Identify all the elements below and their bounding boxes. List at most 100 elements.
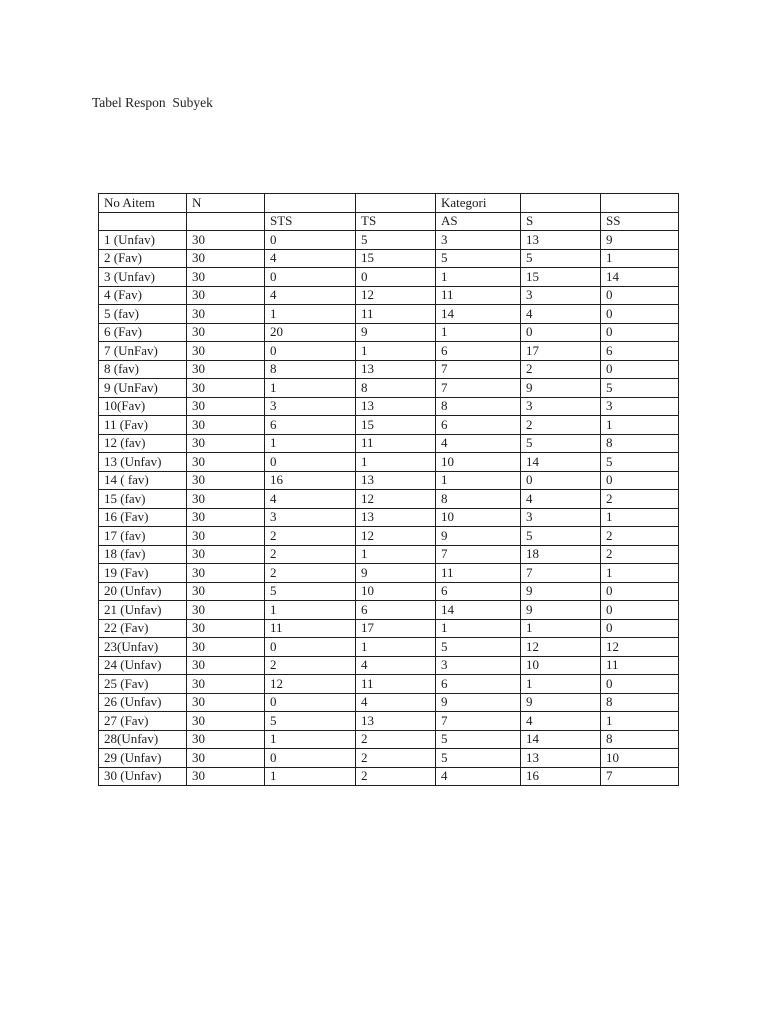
value-cell: 12 <box>520 637 601 657</box>
value-cell: 8 <box>435 396 521 416</box>
value-cell: 16 <box>520 766 601 786</box>
value-cell: 12 <box>264 674 356 694</box>
value-cell: 1 <box>264 433 356 453</box>
header-ss: SS <box>600 211 679 231</box>
value-cell: 2 <box>264 655 356 675</box>
value-cell: 16 <box>264 470 356 490</box>
value-cell: 12 <box>355 489 436 509</box>
value-cell: 0 <box>264 341 356 361</box>
value-cell: 4 <box>435 766 521 786</box>
table-body: 1 (Unfav) 30 0 5 3 13 9 2 (Fav) 30 4 15 5 5 1 3 (Unfav… <box>98 230 679 786</box>
value-cell: 30 <box>186 729 265 749</box>
value-cell: 3 <box>520 507 601 527</box>
value-cell: 4 <box>355 655 436 675</box>
value-cell: 14 <box>435 304 521 324</box>
value-cell: 4 <box>264 248 356 268</box>
item-label-cell: 15 (fav) <box>98 489 187 509</box>
item-label-cell: 22 (Fav) <box>98 618 187 638</box>
value-cell: 30 <box>186 285 265 305</box>
value-cell: 13 <box>520 230 601 250</box>
value-cell: 30 <box>186 600 265 620</box>
value-cell: 0 <box>600 322 679 342</box>
value-cell: 9 <box>435 526 521 546</box>
item-label-cell: 8 (fav) <box>98 359 187 379</box>
value-cell: 30 <box>186 248 265 268</box>
table-row: 11 (Fav) 30 6 15 6 2 1 <box>98 415 679 435</box>
table-row: 30 (Unfav) 30 1 2 4 16 7 <box>98 766 679 786</box>
header-empty-cell <box>355 193 436 213</box>
header-sts: STS <box>264 211 356 231</box>
value-cell: 30 <box>186 359 265 379</box>
value-cell: 9 <box>355 322 436 342</box>
value-cell: 5 <box>520 526 601 546</box>
value-cell: 9 <box>520 692 601 712</box>
header-kategori: Kategori <box>435 193 521 213</box>
value-cell: 30 <box>186 711 265 731</box>
value-cell: 1 <box>264 304 356 324</box>
value-cell: 2 <box>520 359 601 379</box>
value-cell: 14 <box>435 600 521 620</box>
table-row: 12 (fav) 30 1 11 4 5 8 <box>98 433 679 453</box>
value-cell: 3 <box>520 396 601 416</box>
item-label-cell: 25 (Fav) <box>98 674 187 694</box>
value-cell: 30 <box>186 230 265 250</box>
table-row: 19 (Fav) 30 2 9 11 7 1 <box>98 563 679 583</box>
value-cell: 7 <box>435 378 521 398</box>
value-cell: 13 <box>355 396 436 416</box>
value-cell: 30 <box>186 563 265 583</box>
value-cell: 0 <box>600 581 679 601</box>
item-label-cell: 13 (Unfav) <box>98 452 187 472</box>
value-cell: 10 <box>435 507 521 527</box>
table-row: 20 (Unfav) 30 5 10 6 9 0 <box>98 581 679 601</box>
table-row: 26 (Unfav) 30 0 4 9 9 8 <box>98 692 679 712</box>
header-n: N <box>186 193 265 213</box>
value-cell: 4 <box>264 489 356 509</box>
value-cell: 7 <box>435 359 521 379</box>
value-cell: 1 <box>600 415 679 435</box>
value-cell: 6 <box>264 415 356 435</box>
value-cell: 13 <box>355 470 436 490</box>
value-cell: 1 <box>264 729 356 749</box>
value-cell: 6 <box>600 341 679 361</box>
value-cell: 7 <box>600 766 679 786</box>
value-cell: 0 <box>264 637 356 657</box>
item-label-cell: 26 (Unfav) <box>98 692 187 712</box>
value-cell: 11 <box>264 618 356 638</box>
table-row: 3 (Unfav) 30 0 0 1 15 14 <box>98 267 679 287</box>
value-cell: 30 <box>186 470 265 490</box>
value-cell: 14 <box>600 267 679 287</box>
value-cell: 30 <box>186 433 265 453</box>
value-cell: 5 <box>600 378 679 398</box>
value-cell: 11 <box>355 674 436 694</box>
value-cell: 11 <box>600 655 679 675</box>
value-cell: 2 <box>600 526 679 546</box>
table-row: 16 (Fav) 30 3 13 10 3 1 <box>98 507 679 527</box>
value-cell: 30 <box>186 674 265 694</box>
value-cell: 9 <box>600 230 679 250</box>
value-cell: 30 <box>186 378 265 398</box>
value-cell: 3 <box>435 655 521 675</box>
header-empty-cell <box>98 211 187 231</box>
value-cell: 0 <box>600 359 679 379</box>
value-cell: 17 <box>520 341 601 361</box>
value-cell: 5 <box>520 248 601 268</box>
item-label-cell: 20 (Unfav) <box>98 581 187 601</box>
value-cell: 3 <box>520 285 601 305</box>
value-cell: 0 <box>264 267 356 287</box>
value-cell: 7 <box>520 563 601 583</box>
table-row: 13 (Unfav) 30 0 1 10 14 5 <box>98 452 679 472</box>
value-cell: 30 <box>186 452 265 472</box>
value-cell: 1 <box>435 470 521 490</box>
value-cell: 15 <box>355 248 436 268</box>
item-label-cell: 12 (fav) <box>98 433 187 453</box>
value-cell: 6 <box>355 600 436 620</box>
item-label-cell: 27 (Fav) <box>98 711 187 731</box>
value-cell: 15 <box>355 415 436 435</box>
value-cell: 1 <box>600 507 679 527</box>
value-cell: 13 <box>355 507 436 527</box>
value-cell: 4 <box>435 433 521 453</box>
value-cell: 6 <box>435 415 521 435</box>
table-row: 8 (fav) 30 8 13 7 2 0 <box>98 359 679 379</box>
value-cell: 13 <box>355 359 436 379</box>
table-row: 28(Unfav) 30 1 2 5 14 8 <box>98 729 679 749</box>
